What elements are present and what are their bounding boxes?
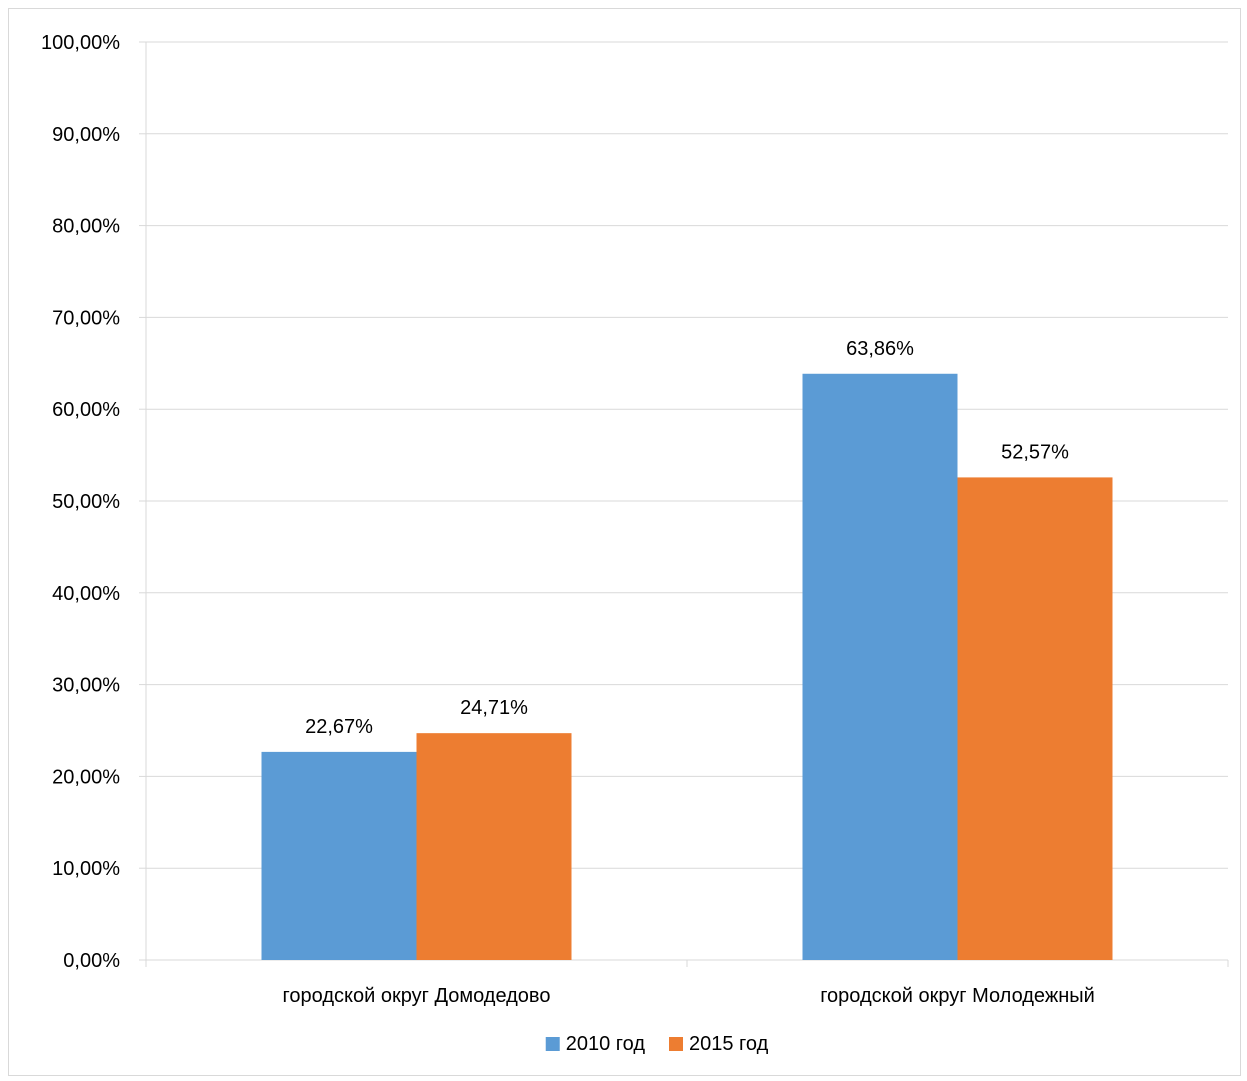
bar xyxy=(957,477,1113,960)
y-tick-label: 80,00% xyxy=(52,216,120,238)
legend-label: 2010 год xyxy=(566,1033,646,1055)
y-tick-label: 10,00% xyxy=(52,858,120,880)
legend-item: 2010 год xyxy=(545,1033,646,1055)
y-axis-ticks: 0,00% 10,00% 20,00% 30,00% 40,00% 50,00% 60,00… xyxy=(41,32,146,972)
data-label: 52,57% xyxy=(1001,441,1069,463)
y-tick-label: 90,00% xyxy=(52,124,120,146)
bar xyxy=(261,751,417,960)
y-tick-label: 0,00% xyxy=(63,950,120,972)
data-label: 63,86% xyxy=(846,338,914,360)
category-label: городской округ Молодежный xyxy=(820,985,1095,1007)
legend-item: 2015 год xyxy=(669,1033,769,1055)
data-label: 22,67% xyxy=(305,716,373,738)
legend-label: 2015 год xyxy=(689,1033,769,1055)
legend: 2010 год 2015 год xyxy=(545,1033,769,1055)
y-tick-label: 50,00% xyxy=(52,491,120,513)
category-labels: городской округ Домодедово городской окру… xyxy=(283,985,1095,1007)
y-tick-label: 60,00% xyxy=(52,399,120,421)
y-tick-label: 20,00% xyxy=(52,766,120,788)
data-label: 24,71% xyxy=(460,697,528,719)
legend-swatch xyxy=(545,1037,560,1051)
category-label: городской округ Домодедово xyxy=(283,985,551,1007)
chart-frame xyxy=(8,8,1241,1076)
y-tick-label: 30,00% xyxy=(52,675,120,697)
bar xyxy=(416,733,572,960)
data-labels: 22,67% 24,71% 63,86% 52,57% xyxy=(305,338,1069,738)
x-axis-ticks xyxy=(145,960,1229,967)
y-tick-label: 40,00% xyxy=(52,583,120,605)
y-tick-label: 100,00% xyxy=(41,32,120,54)
bars xyxy=(261,373,1113,960)
y-tick-label: 70,00% xyxy=(52,307,120,329)
bar xyxy=(802,373,958,960)
legend-swatch xyxy=(669,1037,683,1051)
